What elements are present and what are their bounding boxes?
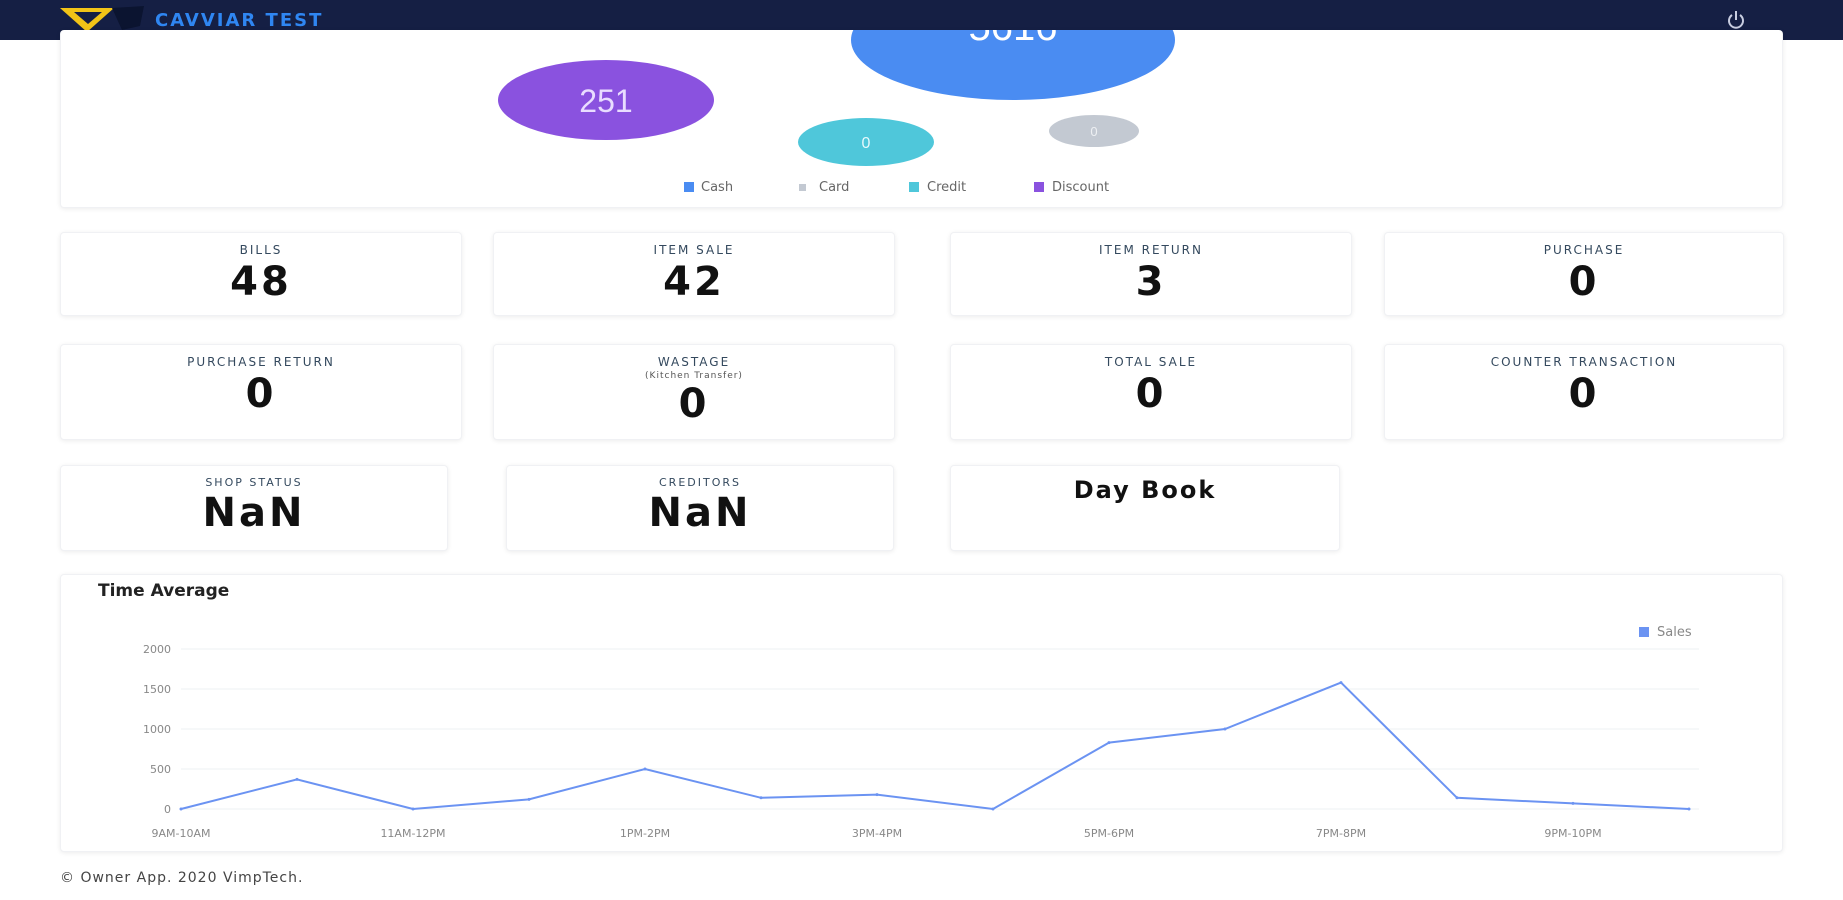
data-point xyxy=(875,793,879,797)
stat-label-creditors: CREDITORS xyxy=(659,476,741,489)
stat-label-bills: BILLS xyxy=(239,243,283,257)
legend-swatch-cash xyxy=(684,182,694,192)
stat-value-wastage: 0 xyxy=(678,381,710,427)
legend-sales: Sales xyxy=(1657,625,1692,640)
data-point xyxy=(1455,796,1459,800)
day-book-title: Day Book xyxy=(1073,476,1217,504)
x-tick-label: 3PM-4PM xyxy=(852,827,902,840)
stat-value-purchase-return: 0 xyxy=(245,371,277,417)
cavviar-logo-icon xyxy=(60,6,144,32)
x-tick-label: 11AM-12PM xyxy=(380,827,445,840)
stat-card-item-sale[interactable]: ITEM SALE 42 xyxy=(493,232,895,316)
chart-title: Time Average xyxy=(98,581,230,601)
legend-cash[interactable]: Cash xyxy=(701,180,733,195)
day-book-card[interactable]: Day Book xyxy=(950,465,1340,551)
y-tick-label: 1000 xyxy=(143,723,171,736)
stat-label-item-sale: ITEM SALE xyxy=(653,243,735,257)
x-tick-label: 9PM-10PM xyxy=(1544,827,1601,840)
bubble-discount-label: 251 xyxy=(579,83,632,119)
stat-value-item-sale: 42 xyxy=(663,259,725,305)
stat-card-counter-transaction[interactable]: COUNTER TRANSACTION 0 xyxy=(1384,344,1784,440)
stat-label-counter-transaction: COUNTER TRANSACTION xyxy=(1490,355,1678,369)
data-point xyxy=(1223,727,1227,731)
footer-copyright: © Owner App. 2020 VimpTech. xyxy=(60,870,304,886)
data-point xyxy=(1571,801,1575,805)
y-tick-label: 1500 xyxy=(143,683,171,696)
stat-card-total-sale[interactable]: TOTAL SALE 0 xyxy=(950,344,1352,440)
stat-label-item-return: ITEM RETURN xyxy=(1099,243,1203,257)
x-tick-label: 1PM-2PM xyxy=(620,827,670,840)
legend-discount[interactable]: Discount xyxy=(1052,180,1109,195)
stat-card-purchase-return[interactable]: PURCHASE RETURN 0 xyxy=(60,344,462,440)
stat-label-shop-status: SHOP STATUS xyxy=(205,476,303,489)
time-average-card: Time Average 0 500 1000 1500 2000 9AM-10AM 11A… xyxy=(60,574,1783,852)
stat-value-purchase: 0 xyxy=(1568,259,1600,305)
x-tick-label: 5PM-6PM xyxy=(1084,827,1134,840)
power-icon[interactable] xyxy=(1725,9,1747,31)
legend-swatch-credit xyxy=(909,182,919,192)
bubble-credit xyxy=(798,118,934,166)
y-tick-label: 2000 xyxy=(143,643,171,656)
data-point xyxy=(1339,681,1343,685)
stat-card-bills[interactable]: BILLS 48 xyxy=(60,232,462,316)
legend-card[interactable]: Card xyxy=(819,180,849,195)
stat-card-item-return[interactable]: ITEM RETURN 3 xyxy=(950,232,1352,316)
y-tick-label: 500 xyxy=(150,763,171,776)
data-point xyxy=(1687,807,1691,811)
bubble-card xyxy=(1049,115,1139,147)
legend-swatch-card xyxy=(799,184,806,191)
stat-value-creditors: NaN xyxy=(648,490,752,536)
stat-card-shop-status[interactable]: SHOP STATUS NaN xyxy=(60,465,448,551)
x-tick-label: 9AM-10AM xyxy=(152,827,211,840)
data-point xyxy=(1107,741,1111,745)
data-point xyxy=(411,807,415,811)
data-point xyxy=(991,807,995,811)
brand-name: CAVVIAR TEST xyxy=(155,10,324,31)
data-point xyxy=(179,807,183,811)
data-point xyxy=(759,796,763,800)
stat-value-counter-transaction: 0 xyxy=(1568,371,1600,417)
stat-value-bills: 48 xyxy=(230,259,292,305)
payment-bubble-card: 5616 251 0 0 Cash Card Credit Discount xyxy=(60,30,1783,208)
legend-swatch-sales xyxy=(1639,627,1649,637)
bubble-cash-label: 5616 xyxy=(969,30,1058,49)
stat-value-shop-status: NaN xyxy=(202,490,306,536)
legend-swatch-discount xyxy=(1034,182,1044,192)
stat-value-item-return: 3 xyxy=(1135,259,1167,305)
stat-label-total-sale: TOTAL SALE xyxy=(1104,355,1198,369)
bubble-cash xyxy=(851,30,1175,100)
series-line-sales xyxy=(180,681,1690,811)
payment-bubble-chart: 5616 251 0 0 Cash Card Credit Discount xyxy=(498,30,1175,195)
bubble-discount xyxy=(498,60,714,140)
stat-sub-wastage: (Kitchen Transfer) xyxy=(645,371,743,381)
stat-card-wastage[interactable]: WASTAGE (Kitchen Transfer) 0 xyxy=(493,344,895,440)
y-tick-label: 0 xyxy=(164,803,171,816)
data-point xyxy=(643,767,647,771)
stat-card-purchase[interactable]: PURCHASE 0 xyxy=(1384,232,1784,316)
time-average-line-chart: 0 500 1000 1500 2000 9AM-10AM 11AM-12PM 1PM-2PM… xyxy=(143,625,1699,840)
data-point xyxy=(295,777,299,781)
stat-label-purchase-return: PURCHASE RETURN xyxy=(187,355,335,369)
legend-credit[interactable]: Credit xyxy=(927,180,966,195)
stat-card-creditors[interactable]: CREDITORS NaN xyxy=(506,465,894,551)
stat-label-purchase: PURCHASE xyxy=(1543,243,1625,257)
stat-label-wastage: WASTAGE xyxy=(657,355,731,369)
bubble-credit-label: 0 xyxy=(862,135,871,152)
stat-value-total-sale: 0 xyxy=(1135,371,1167,417)
data-point xyxy=(527,797,531,801)
x-tick-label: 7PM-8PM xyxy=(1316,827,1366,840)
bubble-card-label: 0 xyxy=(1090,124,1097,139)
